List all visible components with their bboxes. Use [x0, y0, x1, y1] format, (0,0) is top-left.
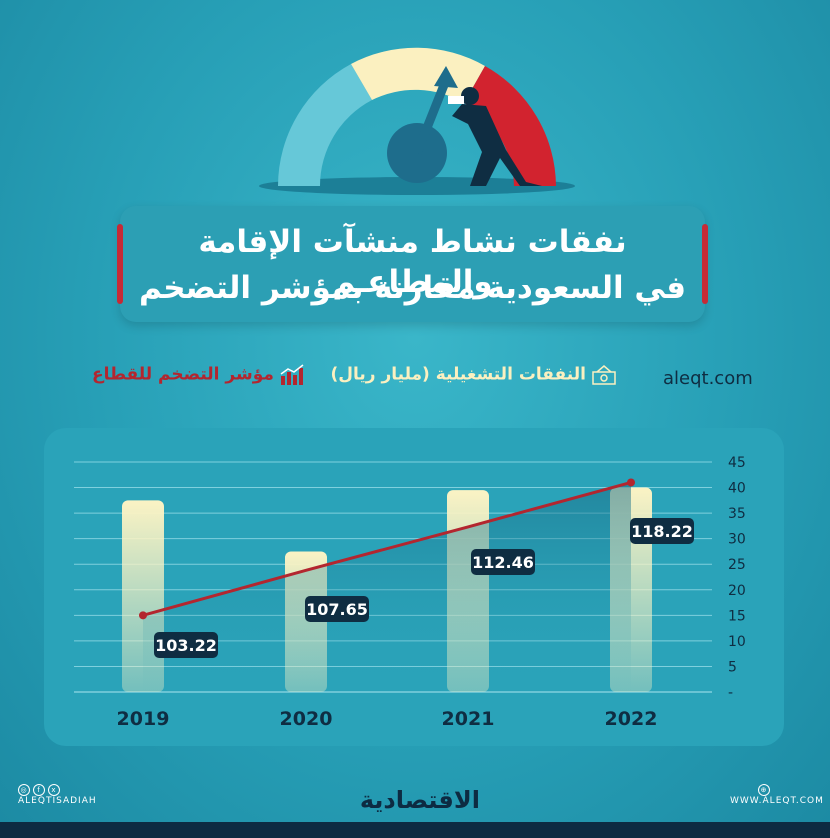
legend-spending-label: النفقات التشغيلية (مليار ريال) [330, 364, 586, 385]
y-tick-label: 5 [728, 659, 737, 675]
area-layer [143, 482, 631, 692]
needle-arrow-icon [434, 66, 458, 88]
y-tick-label: 25 [728, 557, 746, 573]
y-tick-label: 35 [728, 506, 746, 522]
axis-layer: - 5 10 15 20 25 30 35 40 45 2019 2020 2021 2022 [117, 455, 746, 730]
line-layer [139, 478, 635, 620]
money-icon [592, 365, 616, 385]
site-url[interactable]: aleqt.com [663, 368, 753, 389]
chart-title-line1: نفقات نشاط منشآت الإقامة والمطاعـم [198, 224, 627, 300]
inflation-point [627, 478, 635, 487]
labels-layer: 103.22 107.65 112.46 118.22 [154, 518, 694, 658]
brand-logo: الاقتصادية [359, 786, 480, 814]
y-tick-label: - [728, 685, 733, 701]
y-tick-label: 10 [728, 634, 746, 650]
legend-spending: النفقات التشغيلية (مليار ريال) [330, 364, 617, 394]
inflation-chart-icon [280, 364, 304, 385]
data-label-text: 107.65 [306, 600, 368, 619]
data-label-text: 112.46 [472, 553, 534, 572]
globe-icon: ⊕ [758, 784, 770, 796]
inflation-line [142, 480, 632, 617]
y-tick-label: 15 [728, 608, 746, 624]
data-label: 118.22 [630, 518, 694, 544]
instagram-icon[interactable]: ◎ [18, 784, 30, 796]
social-handle[interactable]: ALEQTISADIAH [18, 796, 97, 806]
gauge-needle [412, 78, 451, 155]
gauge-segment-high [464, 66, 556, 186]
x-tick-label: 2022 [605, 708, 658, 730]
gauge-shadow [259, 177, 575, 195]
y-tick-label: 30 [728, 532, 746, 548]
chart: 103.22 107.65 112.46 118.22 - 5 10 15 20 25 30 35 4… [74, 455, 746, 730]
legend-inflation-label: مؤشر التضخم للقطاع [91, 364, 274, 385]
x-tick-label: 2019 [117, 708, 170, 730]
data-label-box [471, 549, 535, 575]
legend-inflation: مؤشر التضخم للقطاع [92, 364, 305, 394]
website-url[interactable]: WWW.ALEQT.COM [730, 796, 824, 806]
website-footer: ⊕ WWW.ALEQT.COM [730, 784, 824, 806]
data-label-box [305, 596, 369, 622]
data-label: 107.65 [305, 596, 369, 622]
y-tick-label: 45 [728, 455, 746, 471]
line-area [143, 482, 631, 692]
y-tick-label: 40 [728, 481, 746, 497]
x-tick-label: 2021 [442, 708, 495, 730]
social-handles: ◎ f x ALEQTISADIAH [18, 784, 97, 806]
gauge-segment-low [278, 64, 372, 186]
inflation-point [139, 611, 147, 620]
title-accent-right [702, 224, 708, 304]
title-accent-left [117, 224, 123, 304]
data-label-box [154, 632, 218, 658]
data-label-box [630, 518, 694, 544]
footer-bar [0, 822, 830, 838]
data-label: 103.22 [154, 632, 218, 658]
gauge-illustration [259, 47, 575, 195]
businessman-icon [448, 87, 542, 186]
facebook-icon[interactable]: f [33, 784, 45, 796]
data-label-text: 118.22 [631, 522, 693, 541]
title-panel: نفقات نشاط منشآت الإقامة والمطاعـم في ال… [117, 206, 708, 322]
y-tick-label: 20 [728, 583, 746, 599]
data-label: 112.46 [471, 549, 535, 575]
x-tick-label: 2020 [280, 708, 333, 730]
x-icon[interactable]: x [48, 784, 60, 796]
data-label-text: 103.22 [155, 636, 217, 655]
gauge-segment-mid [351, 47, 485, 103]
chart-title-line2: في السعودية مقارنة بمؤشر التضخم [138, 270, 687, 306]
